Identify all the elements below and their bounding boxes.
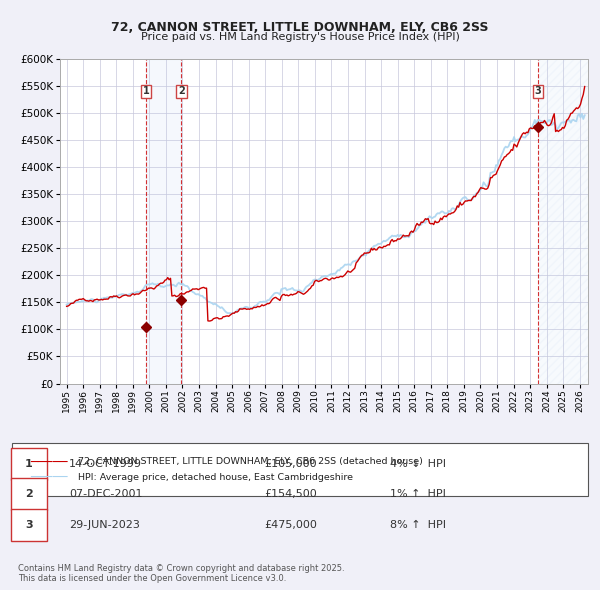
Text: HPI: Average price, detached house, East Cambridgeshire: HPI: Average price, detached house, East…	[78, 473, 353, 483]
Text: ─────: ─────	[30, 471, 67, 484]
Text: 8% ↑  HPI: 8% ↑ HPI	[390, 520, 446, 530]
Text: 07-DEC-2001: 07-DEC-2001	[69, 490, 143, 499]
Text: Contains HM Land Registry data © Crown copyright and database right 2025.
This d: Contains HM Land Registry data © Crown c…	[18, 563, 344, 583]
Bar	[538, 59, 588, 384]
Text: 14-OCT-1999: 14-OCT-1999	[69, 459, 142, 468]
Text: 1: 1	[25, 459, 32, 468]
Text: 3: 3	[535, 87, 542, 96]
Text: 4% ↓  HPI: 4% ↓ HPI	[390, 459, 446, 468]
Text: 2: 2	[25, 490, 32, 499]
Text: £475,000: £475,000	[264, 520, 317, 530]
Text: £105,000: £105,000	[264, 459, 317, 468]
Text: Price paid vs. HM Land Registry's House Price Index (HPI): Price paid vs. HM Land Registry's House …	[140, 32, 460, 42]
Text: 1% ↑  HPI: 1% ↑ HPI	[390, 490, 446, 499]
Text: 72, CANNON STREET, LITTLE DOWNHAM, ELY, CB6 2SS: 72, CANNON STREET, LITTLE DOWNHAM, ELY, …	[111, 21, 489, 34]
Text: 29-JUN-2023: 29-JUN-2023	[69, 520, 140, 530]
Text: 1: 1	[143, 87, 149, 96]
Text: 3: 3	[25, 520, 32, 530]
Text: ─────: ─────	[30, 455, 67, 468]
Text: £154,500: £154,500	[264, 490, 317, 499]
Text: 2: 2	[178, 87, 185, 96]
Text: 72, CANNON STREET, LITTLE DOWNHAM, ELY, CB6 2SS (detached house): 72, CANNON STREET, LITTLE DOWNHAM, ELY, …	[78, 457, 423, 467]
Bar	[146, 59, 181, 384]
